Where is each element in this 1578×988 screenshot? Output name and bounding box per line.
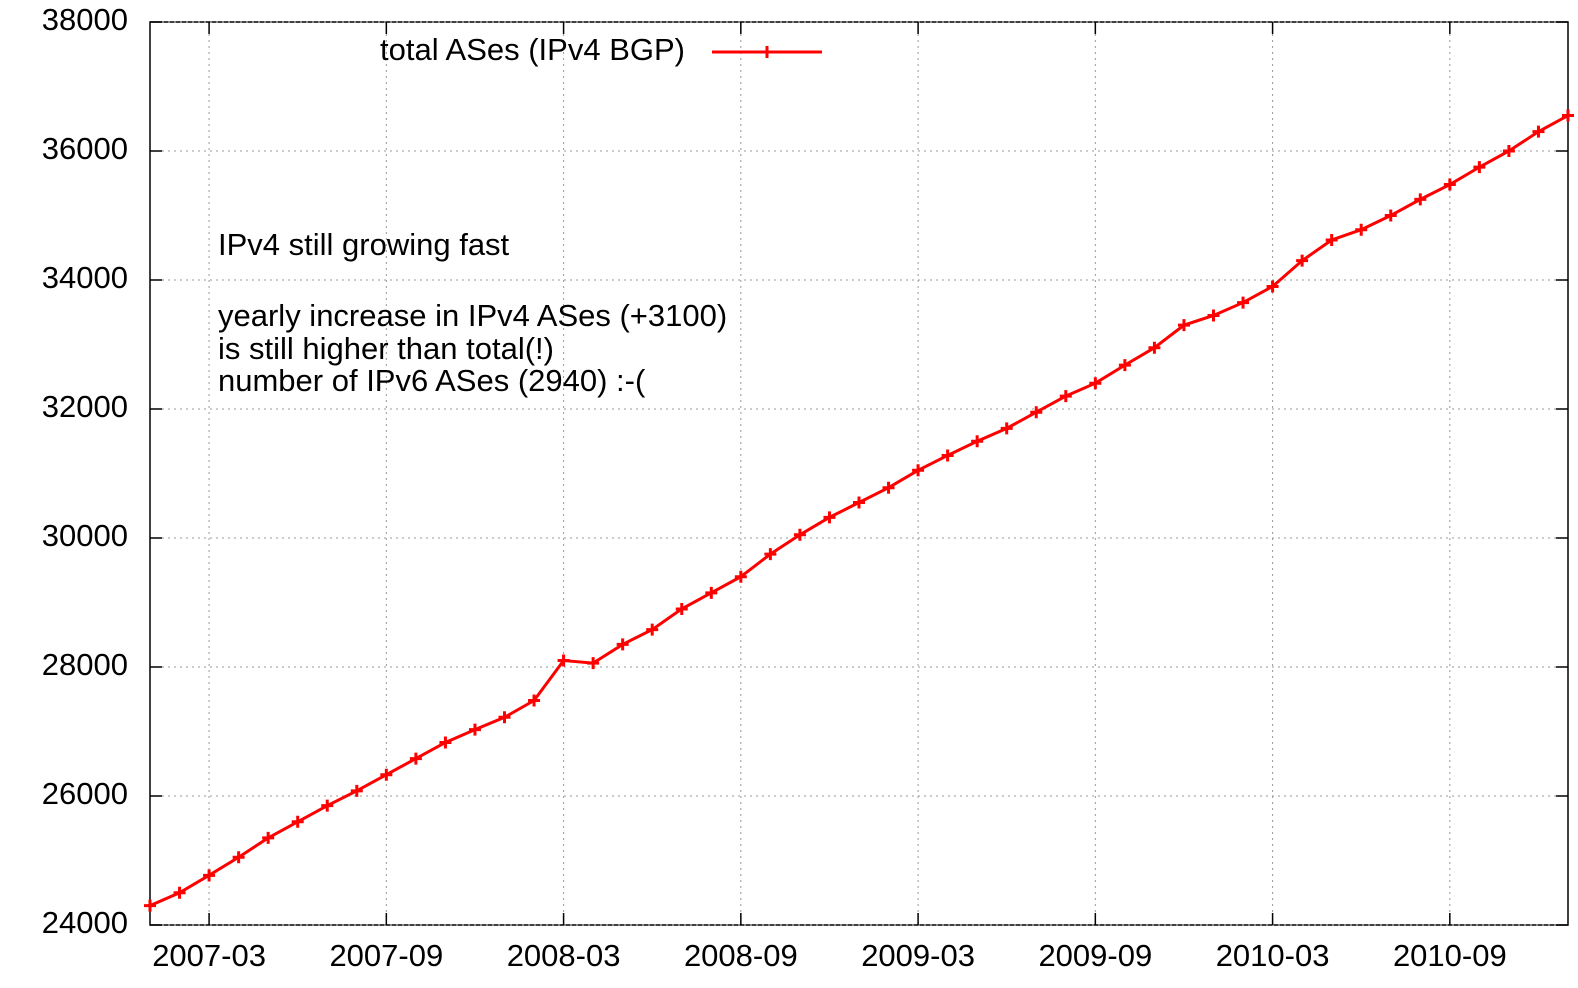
y-tick-label: 30000 [42,518,128,553]
legend-label: total ASes (IPv4 BGP) [380,32,685,67]
point [439,736,452,749]
point [557,654,570,667]
x-tick-label: 2010-09 [1393,938,1507,973]
annotation: yearly increase in IPv4 ASes (+3100) [218,298,727,333]
annotation: is still higher than total(!) [218,331,554,366]
point [853,496,865,509]
point [1237,296,1250,309]
point [350,784,363,797]
point [1000,422,1013,435]
point [291,815,304,828]
x-tick-label: 2007-09 [329,938,443,973]
point [1148,341,1161,354]
point [1030,406,1043,419]
point [1207,309,1220,322]
point [823,511,836,524]
annotation: number of IPv6 ASes (2940) :-( [218,363,646,398]
point [1177,319,1190,332]
point [498,711,511,724]
x-tick-label: 2008-03 [507,938,621,973]
point [1059,390,1072,403]
point [1118,359,1131,372]
point [1266,280,1279,293]
y-tick-label: 32000 [42,389,128,424]
point [468,723,481,736]
point [1532,125,1545,138]
point [528,694,541,707]
point [764,548,777,561]
point [232,851,245,864]
y-tick-label: 38000 [42,2,128,37]
point [882,481,895,494]
y-tick-label: 34000 [42,260,128,295]
point [409,752,422,765]
point [646,623,659,636]
point [1443,178,1456,191]
point [203,869,216,882]
point [616,638,629,651]
point [793,528,806,541]
annotation: IPv4 still growing fast [218,227,510,262]
point [971,435,984,448]
point [1355,223,1368,236]
point [144,899,156,912]
point [173,886,186,899]
point [1089,377,1102,390]
point [1325,234,1338,247]
point [262,831,275,844]
x-tick-label: 2008-09 [684,938,798,973]
point [380,768,393,781]
y-tick-label: 26000 [42,776,128,811]
point [587,657,600,670]
point [705,586,718,599]
point [675,602,688,615]
x-tick-label: 2007-03 [152,938,266,973]
y-tick-label: 28000 [42,647,128,682]
point [1296,254,1309,267]
point [1502,145,1515,157]
point [1384,209,1397,222]
x-tick-label: 2009-09 [1038,938,1152,973]
y-tick-label: 24000 [42,905,128,940]
point [734,570,747,583]
point [1562,109,1574,122]
point [321,799,334,812]
point [1473,161,1486,174]
point [912,464,925,477]
legend-marker [761,46,773,58]
point [1414,193,1427,206]
y-tick-label: 36000 [42,131,128,166]
point [941,449,954,462]
x-tick-label: 2010-03 [1216,938,1330,973]
x-tick-label: 2009-03 [861,938,975,973]
